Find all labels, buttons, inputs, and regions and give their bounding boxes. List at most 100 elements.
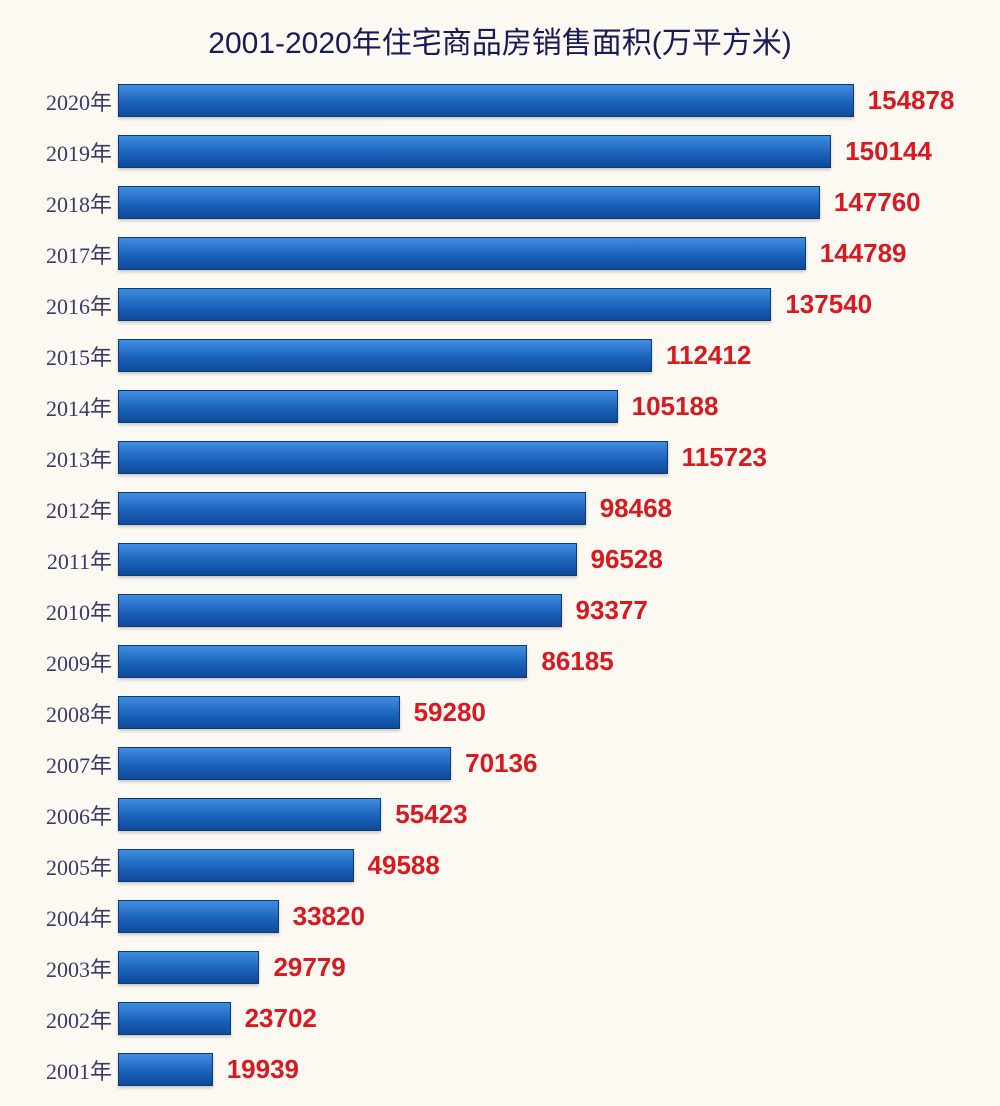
value-label: 105188 xyxy=(632,391,719,422)
bar xyxy=(118,186,820,219)
bar-row: 2004年 33820 xyxy=(38,900,980,933)
value-label: 96528 xyxy=(591,544,663,575)
year-label: 2020年 xyxy=(38,85,118,117)
year-label: 2006年 xyxy=(38,799,118,831)
value-label: 147760 xyxy=(834,187,921,218)
bar xyxy=(118,951,259,984)
bar xyxy=(118,798,381,831)
bar xyxy=(118,1002,231,1035)
bar-wrapper: 86185 xyxy=(118,645,980,678)
bar xyxy=(118,492,586,525)
bar xyxy=(118,441,668,474)
bar-wrapper: 96528 xyxy=(118,543,980,576)
bar-row: 2018年 147760 xyxy=(38,186,980,219)
year-label: 2007年 xyxy=(38,748,118,780)
bar-row: 2008年 59280 xyxy=(38,696,980,729)
value-label: 144789 xyxy=(820,238,907,269)
bar-row: 2020年 154878 xyxy=(38,84,980,117)
bar-row: 2001年 19939 xyxy=(38,1053,980,1086)
value-label: 112412 xyxy=(666,340,751,371)
bar-row: 2016年 137540 xyxy=(38,288,980,321)
value-label: 150144 xyxy=(845,136,932,167)
value-label: 19939 xyxy=(227,1054,299,1085)
year-label: 2003年 xyxy=(38,952,118,984)
value-label: 93377 xyxy=(576,595,648,626)
year-label: 2017年 xyxy=(38,238,118,270)
bar xyxy=(118,135,831,168)
value-label: 49588 xyxy=(368,850,440,881)
value-label: 23702 xyxy=(245,1003,317,1034)
year-label: 2005年 xyxy=(38,850,118,882)
bar-wrapper: 150144 xyxy=(118,135,980,168)
value-label: 154878 xyxy=(868,85,955,116)
bar-wrapper: 59280 xyxy=(118,696,980,729)
value-label: 33820 xyxy=(293,901,365,932)
bar-wrapper: 98468 xyxy=(118,492,980,525)
bar-row: 2007年 70136 xyxy=(38,747,980,780)
bar-row: 2006年 55423 xyxy=(38,798,980,831)
bar-wrapper: 49588 xyxy=(118,849,980,882)
bar-row: 2014年 105188 xyxy=(38,390,980,423)
year-label: 2016年 xyxy=(38,289,118,321)
bar xyxy=(118,339,652,372)
value-label: 70136 xyxy=(465,748,537,779)
value-label: 55423 xyxy=(395,799,467,830)
bar xyxy=(118,288,771,321)
bar-wrapper: 55423 xyxy=(118,798,980,831)
bar-wrapper: 112412 xyxy=(118,339,980,372)
year-label: 2014年 xyxy=(38,391,118,423)
year-label: 2011年 xyxy=(38,544,118,576)
year-label: 2018年 xyxy=(38,187,118,219)
bar-row: 2013年115723 xyxy=(38,441,980,474)
bar-wrapper: 154878 xyxy=(118,84,980,117)
bar-row: 2017年 144789 xyxy=(38,237,980,270)
bar-wrapper: 33820 xyxy=(118,900,980,933)
bar xyxy=(118,900,279,933)
bar-row: 2003年 29779 xyxy=(38,951,980,984)
year-label: 2010年 xyxy=(38,595,118,627)
bar-wrapper: 144789 xyxy=(118,237,980,270)
value-label: 59280 xyxy=(414,697,486,728)
year-label: 2012年 xyxy=(38,493,118,525)
bar-wrapper: 115723 xyxy=(118,441,980,474)
bar xyxy=(118,237,806,270)
bar xyxy=(118,390,618,423)
value-label: 98468 xyxy=(600,493,672,524)
bar xyxy=(118,747,451,780)
year-label: 2002年 xyxy=(38,1003,118,1035)
year-label: 2004年 xyxy=(38,901,118,933)
bar xyxy=(118,543,577,576)
year-label: 2008年 xyxy=(38,697,118,729)
bar-wrapper: 70136 xyxy=(118,747,980,780)
bar xyxy=(118,645,527,678)
bar-row: 2002年 23702 xyxy=(38,1002,980,1035)
bar-wrapper: 23702 xyxy=(118,1002,980,1035)
year-label: 2015年 xyxy=(38,340,118,372)
bar-row: 2012年 98468 xyxy=(38,492,980,525)
bar-wrapper: 93377 xyxy=(118,594,980,627)
bar xyxy=(118,84,854,117)
value-label: 29779 xyxy=(273,952,345,983)
bar xyxy=(118,1053,213,1086)
value-label: 86185 xyxy=(541,646,613,677)
bar-row: 2005年 49588 xyxy=(38,849,980,882)
bar-row: 2011年 96528 xyxy=(38,543,980,576)
bar xyxy=(118,849,354,882)
chart-title: 2001-2020年住宅商品房销售面积(万平方米) xyxy=(20,18,980,62)
bar xyxy=(118,594,562,627)
bars-area: 2020年 154878 2019年 150144 2018年 147760 2017年 14… xyxy=(20,84,980,1086)
chart-container: 2001-2020年住宅商品房销售面积(万平方米) 2020年 154878 201… xyxy=(0,0,1000,1106)
bar-row: 2010年 93377 xyxy=(38,594,980,627)
value-label: 137540 xyxy=(785,289,872,320)
bar-wrapper: 105188 xyxy=(118,390,980,423)
bar-row: 2015年 112412 xyxy=(38,339,980,372)
bar-row: 2019年 150144 xyxy=(38,135,980,168)
year-label: 2001年 xyxy=(38,1054,118,1086)
bar-wrapper: 137540 xyxy=(118,288,980,321)
year-label: 2009年 xyxy=(38,646,118,678)
bar-wrapper: 29779 xyxy=(118,951,980,984)
bar-row: 2009年 86185 xyxy=(38,645,980,678)
bar xyxy=(118,696,400,729)
bar-wrapper: 147760 xyxy=(118,186,980,219)
year-label: 2019年 xyxy=(38,136,118,168)
